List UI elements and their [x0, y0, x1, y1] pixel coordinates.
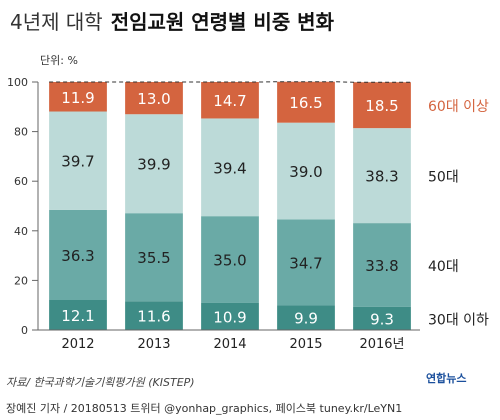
bar-segment — [353, 128, 411, 224]
y-tick-label: 20 — [14, 274, 28, 287]
legend-label: 40대 — [428, 259, 459, 275]
data-label: 38.3 — [365, 168, 398, 186]
data-label: 39.7 — [61, 153, 94, 171]
x-tick-label: 2013 — [137, 337, 170, 352]
data-label: 14.7 — [213, 92, 246, 110]
data-label: 16.5 — [289, 94, 322, 112]
data-label: 11.9 — [61, 89, 94, 107]
title-light: 4년제 대학 — [10, 10, 103, 34]
x-tick-label: 2016년 — [359, 337, 404, 352]
x-tick-label: 2015 — [289, 337, 322, 352]
x-tick-label: 2014 — [213, 337, 246, 352]
data-label: 35.5 — [137, 249, 170, 267]
bar-segment — [201, 302, 259, 330]
bar-segment — [353, 223, 411, 307]
data-label: 39.9 — [137, 156, 170, 174]
data-label: 12.1 — [61, 307, 94, 325]
data-label: 34.7 — [289, 254, 322, 272]
y-tick-label: 0 — [21, 324, 28, 337]
bar-segment — [49, 209, 107, 300]
y-tick-label: 100 — [7, 76, 28, 89]
bar-segment — [49, 82, 107, 112]
bar-segment — [201, 118, 259, 217]
data-label: 36.3 — [61, 247, 94, 265]
data-label: 11.6 — [137, 308, 170, 326]
bar-segment — [277, 81, 335, 123]
title-bold: 전임교원 연령별 비중 변화 — [110, 10, 334, 34]
data-label: 9.3 — [370, 310, 394, 328]
legend-label: 30대 이하 — [428, 312, 489, 328]
bar-segment — [277, 305, 335, 330]
data-label: 39.4 — [213, 159, 246, 177]
y-tick-label: 40 — [14, 225, 28, 238]
bar-segment — [49, 111, 107, 210]
data-label: 33.8 — [365, 257, 398, 275]
source-note: 자료/ 한국과학기술기획평가원 (KISTEP) — [6, 376, 195, 389]
y-tick-label: 60 — [14, 175, 28, 188]
bar-segment — [125, 114, 183, 214]
data-label: 35.0 — [213, 252, 246, 270]
data-label: 10.9 — [213, 308, 246, 326]
bar-segment — [353, 306, 411, 330]
unit-label: 단위: % — [40, 54, 78, 67]
bar-segment — [277, 122, 335, 220]
yonhap-logo: 연합뉴스 — [426, 372, 467, 385]
bar-segment — [201, 216, 259, 303]
bar-segment — [201, 82, 259, 119]
data-label: 9.9 — [294, 310, 318, 328]
legend-label: 60대 이상 — [428, 99, 489, 115]
chart-title: 4년제 대학 전임교원 연령별 비중 변화 — [10, 6, 490, 35]
data-label: 13.0 — [137, 90, 170, 108]
legend-label: 50대 — [428, 170, 459, 186]
bar-segment — [49, 299, 107, 330]
y-tick-label: 80 — [14, 126, 28, 139]
bar-segment — [353, 82, 411, 129]
data-label: 18.5 — [365, 97, 398, 115]
bar-segment — [125, 213, 183, 302]
bar-segment — [125, 301, 183, 330]
credit-line: 장예진 기자 / 20180513 트위터 @yonhap_graphics, … — [6, 402, 403, 415]
data-label: 39.0 — [289, 163, 322, 181]
bar-segment — [277, 219, 335, 306]
x-tick-label: 2012 — [61, 337, 94, 352]
bar-segment — [125, 82, 183, 115]
